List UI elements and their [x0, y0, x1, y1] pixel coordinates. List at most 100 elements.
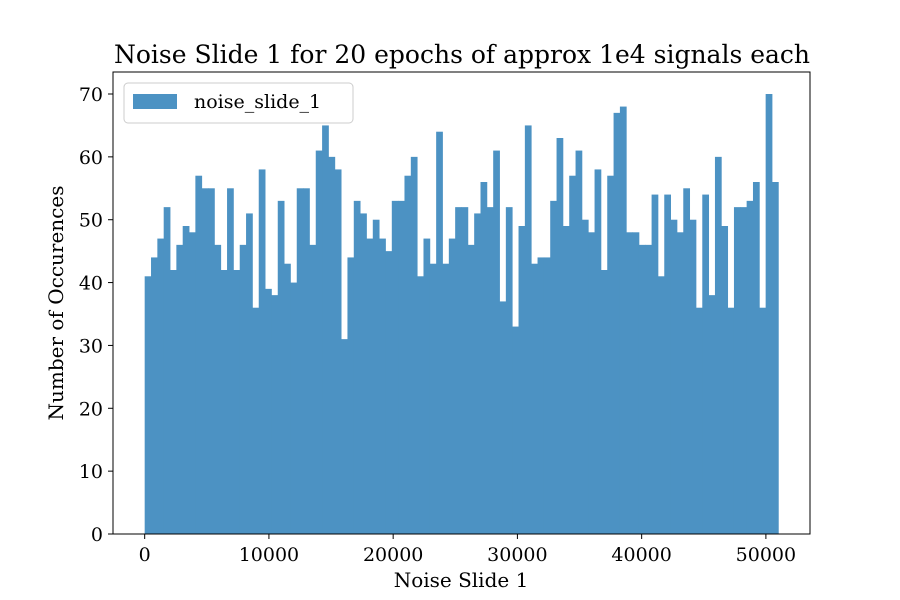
histogram-bar: [423, 238, 431, 534]
histogram-bar: [689, 219, 697, 534]
histogram-bar: [328, 156, 336, 535]
histogram-bar: [227, 188, 234, 535]
histogram-bar: [322, 125, 329, 535]
histogram-bar: [398, 200, 405, 535]
histogram-bar: [733, 207, 741, 534]
histogram-bar: [594, 169, 602, 534]
histogram-bar: [562, 226, 570, 534]
histogram-bar: [404, 175, 412, 534]
histogram-bar: [518, 226, 526, 534]
x-axis-title: Noise Slide 1: [394, 568, 529, 592]
histogram-bar: [550, 200, 557, 535]
y-axis-title: Number of Occurences: [44, 186, 68, 421]
y-axis: 0 10 20 30 40 50 60 70: [79, 84, 113, 546]
histogram-bar: [157, 238, 165, 534]
histogram-bar: [410, 156, 418, 535]
y-tick-label: 20: [79, 398, 103, 420]
histogram-bar: [727, 307, 735, 534]
x-tick-label: 0: [139, 544, 151, 566]
histogram-bar: [220, 270, 228, 534]
histogram-bar: [746, 200, 754, 535]
histogram-bar: [163, 207, 171, 534]
histogram-bar: [334, 169, 342, 534]
histogram-bar: [309, 244, 317, 535]
histogram-bar: [702, 194, 710, 534]
histogram-bar: [474, 213, 481, 534]
histogram-bar: [284, 263, 291, 534]
histogram-bar: [448, 238, 456, 534]
histogram-bar: [170, 270, 177, 534]
histogram-bar: [537, 257, 545, 534]
histogram-bar: [366, 238, 374, 534]
y-tick-label: 10: [79, 461, 103, 483]
histogram-bar: [144, 276, 152, 534]
histogram-bar: [296, 188, 304, 535]
x-tick-label: 50000: [736, 544, 796, 566]
histogram-bar: [771, 182, 779, 534]
histogram-bar: [486, 207, 494, 534]
x-tick-label: 40000: [611, 544, 671, 566]
histogram-bar: [626, 232, 633, 535]
legend-box: [123, 82, 354, 124]
histogram-bar: [385, 251, 393, 534]
histogram-bar: [740, 207, 748, 534]
legend-label: noise_slide_1: [194, 91, 321, 113]
histogram-bar: [303, 188, 310, 535]
histogram-bar: [569, 175, 576, 534]
histogram-bar: [765, 94, 773, 534]
histogram-bar: [670, 219, 678, 534]
histogram-bar: [657, 276, 665, 534]
histogram-bar: [277, 200, 285, 535]
histogram-bar: [645, 244, 652, 535]
histogram-bars: [144, 94, 779, 535]
histogram-bar: [195, 175, 203, 534]
histogram-bar: [531, 263, 538, 534]
histogram-bar: [436, 131, 443, 534]
histogram-bar: [632, 232, 640, 535]
x-axis: 0 10000 20000 30000 40000 50000: [139, 534, 796, 566]
histogram-bar: [714, 156, 722, 535]
histogram-bar: [189, 232, 196, 535]
histogram-bar: [721, 226, 729, 534]
x-tick-label: 10000: [239, 544, 299, 566]
histogram-bar: [246, 213, 253, 534]
histogram-bar: [575, 150, 583, 534]
histogram-bar: [581, 219, 589, 534]
y-tick-label: 60: [79, 147, 103, 169]
histogram-bar: [208, 188, 215, 535]
y-tick-label: 50: [79, 210, 103, 232]
histogram-bar: [759, 307, 767, 534]
histogram-bar: [505, 207, 513, 534]
histogram-bar: [372, 219, 380, 534]
histogram-bar: [379, 238, 386, 534]
histogram-bar: [151, 257, 158, 534]
histogram-bar: [499, 301, 507, 534]
histogram-bar: [493, 150, 500, 534]
histogram-bar: [752, 182, 760, 534]
histogram-bar: [708, 295, 716, 534]
histogram-bar: [176, 244, 184, 535]
legend: noise_slide_1: [123, 82, 354, 124]
y-tick-label: 40: [79, 273, 103, 295]
x-tick-label: 20000: [363, 544, 423, 566]
histogram-bar: [664, 194, 671, 534]
plot-frame: [112, 71, 811, 535]
y-tick-label: 70: [79, 84, 103, 106]
histogram-bar: [638, 244, 646, 535]
histogram-bar: [265, 288, 272, 534]
histogram-bar: [429, 263, 437, 534]
histogram-bar: [480, 182, 488, 534]
histogram-bar: [239, 244, 247, 535]
histogram-bar: [258, 169, 266, 534]
histogram-bar: [341, 339, 348, 534]
histogram-bar: [417, 276, 424, 534]
histogram-bar: [588, 232, 595, 535]
histogram-bar: [556, 138, 564, 534]
histogram-bar: [442, 263, 450, 534]
histogram-bar: [613, 112, 621, 535]
histogram-bar: [619, 106, 627, 534]
y-tick-label: 30: [79, 335, 103, 357]
histogram-bar: [512, 326, 519, 534]
histogram-bar: [360, 213, 367, 534]
histogram-bar: [271, 295, 279, 534]
